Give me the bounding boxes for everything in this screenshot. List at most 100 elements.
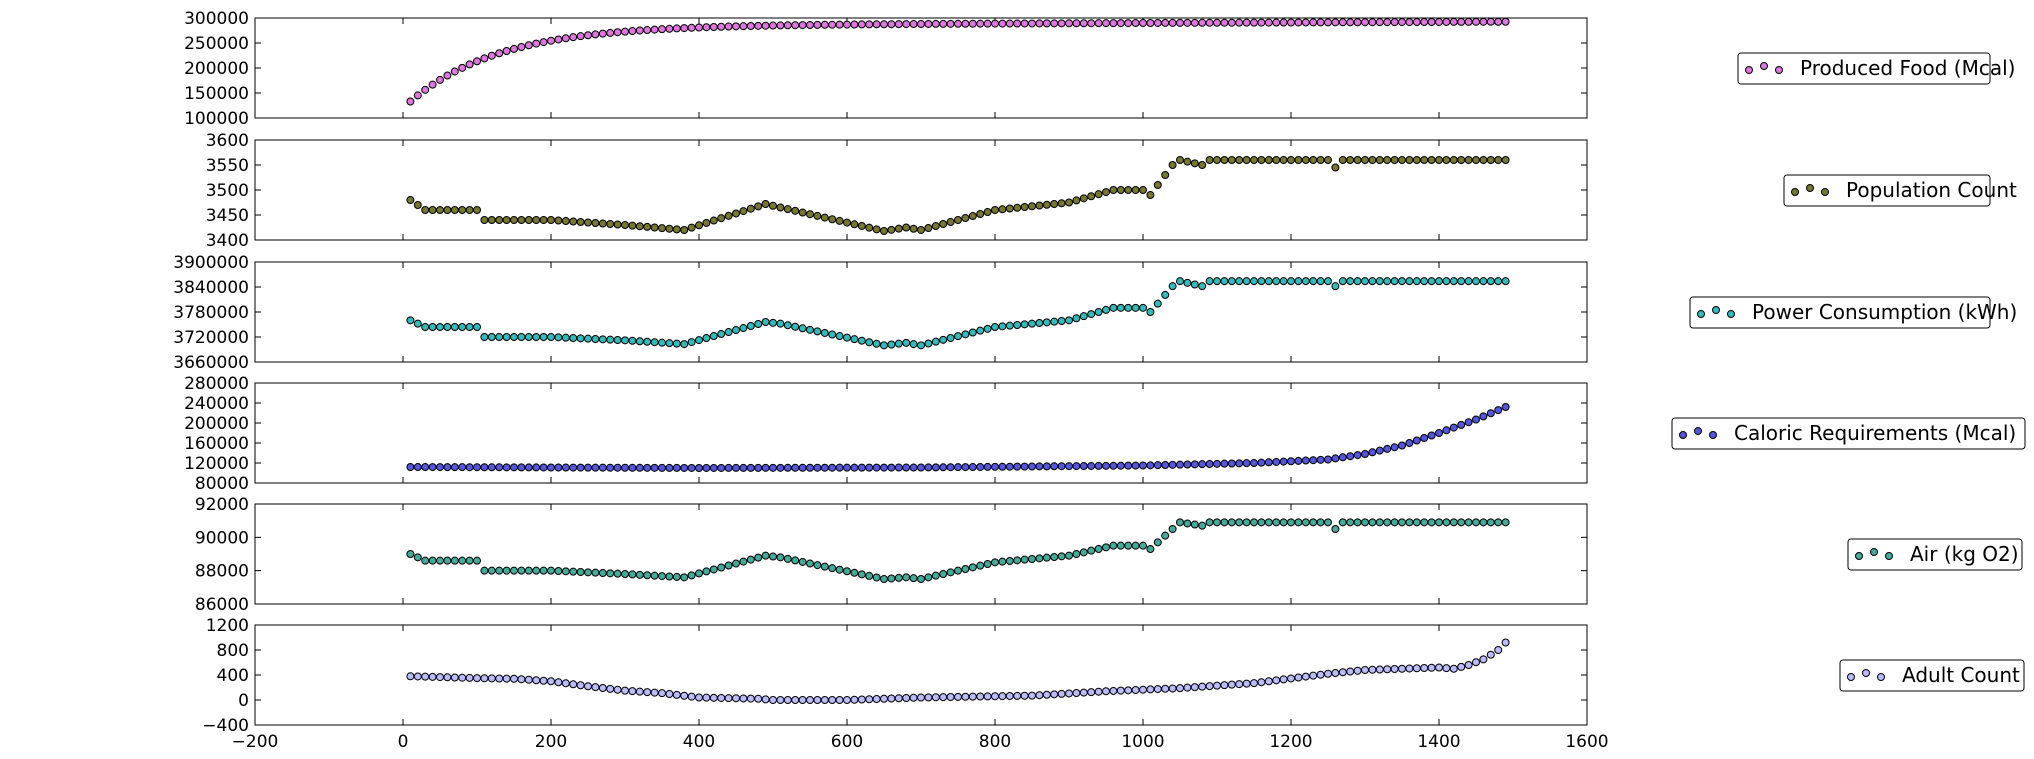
data-point (746, 463, 755, 472)
data-point (1294, 156, 1303, 164)
data-point (1042, 553, 1051, 562)
data-point (635, 687, 644, 696)
data-point (1028, 462, 1036, 471)
data-point (1264, 677, 1273, 686)
data-point (769, 21, 777, 30)
data-point (1205, 518, 1214, 527)
data-point (820, 213, 829, 222)
data-point (917, 226, 925, 234)
data-point (1346, 156, 1355, 164)
data-point (843, 218, 851, 227)
data-point (613, 28, 622, 37)
data-point (1020, 555, 1029, 564)
data-point (1235, 156, 1244, 164)
data-point (1449, 423, 1458, 432)
data-point (532, 333, 541, 341)
data-point (1213, 156, 1221, 164)
data-point (1161, 290, 1170, 299)
data-point (1065, 198, 1073, 207)
data-point (961, 692, 970, 701)
data-point (724, 694, 733, 703)
data-point (1272, 518, 1281, 527)
data-point (502, 333, 511, 341)
data-point (954, 566, 962, 575)
data-point (1161, 531, 1170, 540)
data-point (1464, 418, 1473, 427)
data-point (1227, 156, 1236, 164)
data-point (1353, 156, 1362, 164)
data-point (717, 22, 726, 31)
data-point (991, 462, 999, 471)
data-point (917, 19, 925, 28)
data-point (1494, 156, 1503, 164)
data-point (783, 205, 792, 214)
data-point (547, 677, 555, 686)
data-point (1390, 518, 1399, 527)
y-tick-label: 300000 (184, 9, 249, 29)
data-point (1287, 457, 1295, 466)
data-point (1065, 462, 1073, 471)
data-point (532, 566, 541, 575)
data-point (584, 334, 592, 343)
data-point (443, 673, 452, 682)
data-point (806, 559, 814, 568)
data-point (502, 47, 511, 56)
data-point (1457, 518, 1466, 527)
data-point (1028, 555, 1036, 563)
data-point (539, 566, 548, 575)
data-point (480, 674, 489, 683)
data-point (1479, 412, 1488, 421)
data-point (576, 463, 585, 472)
data-point (650, 463, 659, 472)
data-point (1494, 277, 1503, 286)
data-point (1109, 186, 1118, 194)
data-point (857, 20, 866, 29)
data-point (1375, 18, 1384, 27)
data-point (991, 323, 999, 331)
data-point (1368, 518, 1377, 527)
y-tick-label: 86000 (195, 595, 249, 615)
data-point (702, 693, 711, 702)
x-tick-label: 1400 (1417, 732, 1460, 752)
y-tick-label: 100000 (184, 109, 249, 129)
data-point (1486, 17, 1495, 26)
data-point (1294, 277, 1303, 286)
data-point (798, 208, 807, 217)
data-point (1065, 316, 1073, 325)
data-point (806, 463, 814, 472)
data-point (820, 696, 829, 704)
data-point (709, 565, 718, 574)
data-point (1449, 518, 1458, 527)
data-point (1035, 462, 1044, 471)
data-point (643, 337, 652, 346)
data-point (961, 19, 970, 28)
data-point (983, 208, 992, 216)
data-point (539, 216, 548, 224)
data-point (658, 338, 666, 347)
y-tick-label: 280000 (184, 374, 249, 394)
data-point (635, 26, 644, 35)
data-point (761, 318, 770, 326)
data-point (1116, 303, 1125, 312)
data-point (1079, 688, 1088, 697)
data-point (983, 560, 992, 568)
data-point (1472, 277, 1480, 286)
data-point (1412, 156, 1421, 164)
data-point (1398, 277, 1406, 286)
data-point (591, 463, 600, 472)
data-point (1383, 277, 1392, 286)
data-point (443, 556, 452, 565)
data-point (1020, 691, 1029, 700)
data-point (554, 463, 563, 472)
data-point (835, 332, 844, 341)
data-point (1346, 518, 1355, 527)
data-point (1287, 277, 1295, 286)
data-point (532, 676, 541, 685)
data-point (584, 463, 592, 472)
data-point (894, 224, 903, 233)
data-point (1146, 308, 1155, 316)
data-point (924, 339, 933, 348)
data-point (1279, 675, 1288, 684)
data-point (1013, 462, 1022, 471)
